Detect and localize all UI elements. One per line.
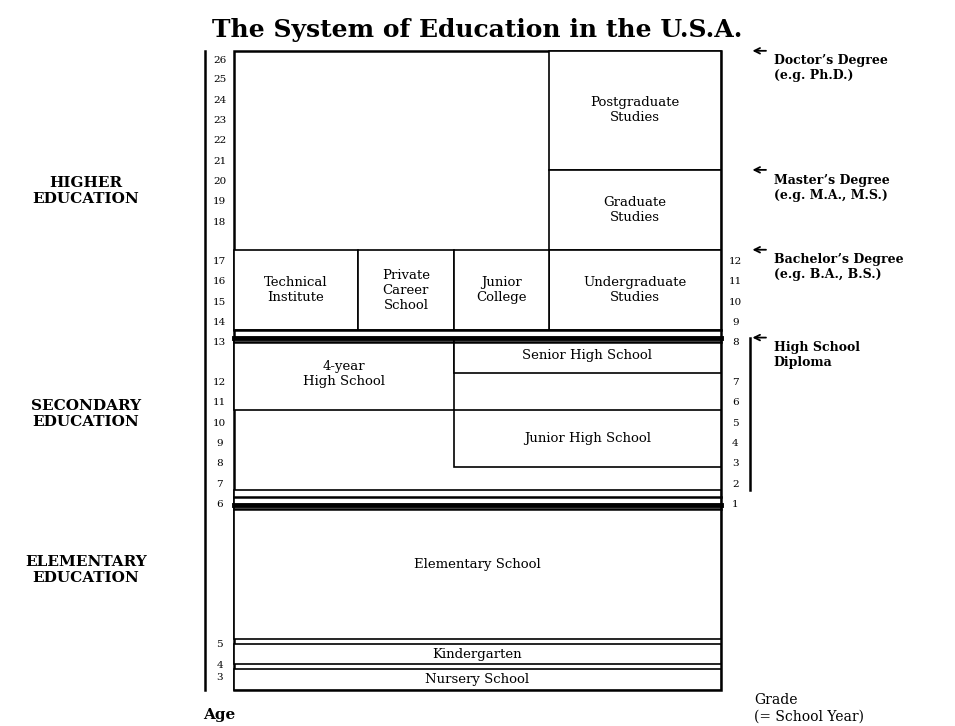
Text: Bachelor’s Degree
(e.g. B.A., B.S.): Bachelor’s Degree (e.g. B.A., B.S.) bbox=[774, 253, 903, 282]
Text: 26: 26 bbox=[213, 56, 226, 65]
Bar bbox=[234, 51, 721, 690]
Text: 11: 11 bbox=[729, 277, 742, 286]
Text: 13: 13 bbox=[213, 338, 226, 347]
Text: 12: 12 bbox=[729, 257, 742, 266]
Text: Junior
College: Junior College bbox=[477, 276, 526, 304]
Text: 12: 12 bbox=[213, 378, 226, 387]
Text: 8: 8 bbox=[732, 338, 738, 347]
Text: 11: 11 bbox=[213, 399, 226, 407]
Text: 18: 18 bbox=[213, 218, 226, 227]
Text: 10: 10 bbox=[729, 298, 742, 306]
Text: 7: 7 bbox=[217, 480, 223, 489]
Text: 6: 6 bbox=[217, 500, 223, 509]
Text: 24: 24 bbox=[213, 96, 226, 105]
Text: 4: 4 bbox=[217, 661, 223, 669]
Text: Graduate
Studies: Graduate Studies bbox=[604, 196, 667, 224]
Text: 8: 8 bbox=[217, 460, 223, 468]
Bar bbox=[358, 250, 454, 330]
Text: HIGHER
EDUCATION: HIGHER EDUCATION bbox=[32, 176, 139, 206]
Text: 15: 15 bbox=[213, 298, 226, 306]
Text: Elementary School: Elementary School bbox=[414, 558, 541, 571]
Text: Undergraduate
Studies: Undergraduate Studies bbox=[584, 276, 687, 304]
Text: Nursery School: Nursery School bbox=[425, 673, 530, 686]
Bar bbox=[454, 250, 549, 330]
Text: Private
Career
School: Private Career School bbox=[382, 269, 430, 311]
Text: 23: 23 bbox=[213, 116, 226, 125]
Text: The System of Education in the U.S.A.: The System of Education in the U.S.A. bbox=[212, 18, 743, 42]
Text: 9: 9 bbox=[217, 439, 223, 448]
Text: 21: 21 bbox=[213, 157, 226, 166]
Text: 3: 3 bbox=[732, 460, 738, 468]
Text: 19: 19 bbox=[213, 197, 226, 206]
Bar bbox=[454, 410, 721, 467]
Text: 25: 25 bbox=[213, 76, 226, 84]
Bar bbox=[234, 250, 358, 330]
Text: 1: 1 bbox=[732, 500, 738, 509]
Text: 5: 5 bbox=[217, 640, 223, 649]
Text: Doctor’s Degree
(e.g. Ph.D.): Doctor’s Degree (e.g. Ph.D.) bbox=[774, 54, 887, 83]
Bar bbox=[549, 250, 721, 330]
Text: 20: 20 bbox=[213, 177, 226, 186]
Text: 4-year
High School: 4-year High School bbox=[303, 360, 385, 388]
Text: 7: 7 bbox=[732, 378, 738, 387]
Text: 4: 4 bbox=[732, 439, 738, 448]
Text: 5: 5 bbox=[732, 419, 738, 428]
Bar bbox=[234, 669, 721, 690]
Bar bbox=[234, 490, 721, 639]
Text: Junior High School: Junior High School bbox=[524, 432, 650, 445]
Text: 6: 6 bbox=[732, 399, 738, 407]
Bar bbox=[234, 338, 454, 410]
Text: 17: 17 bbox=[213, 257, 226, 266]
Text: Grade
(= School Year): Grade (= School Year) bbox=[754, 693, 864, 724]
Text: Master’s Degree
(e.g. M.A., M.S.): Master’s Degree (e.g. M.A., M.S.) bbox=[774, 174, 889, 202]
Text: 22: 22 bbox=[213, 136, 226, 145]
Text: 16: 16 bbox=[213, 277, 226, 286]
Bar bbox=[549, 51, 721, 170]
Text: 9: 9 bbox=[732, 318, 738, 327]
Bar bbox=[454, 338, 721, 373]
Text: High School
Diploma: High School Diploma bbox=[774, 341, 860, 370]
Text: 2: 2 bbox=[732, 480, 738, 489]
Text: Technical
Institute: Technical Institute bbox=[265, 276, 328, 304]
Text: 14: 14 bbox=[213, 318, 226, 327]
Text: Kindergarten: Kindergarten bbox=[433, 648, 522, 661]
Bar bbox=[234, 644, 721, 664]
Bar bbox=[549, 170, 721, 250]
Text: Postgraduate
Studies: Postgraduate Studies bbox=[590, 97, 680, 124]
Text: ELEMENTARY
EDUCATION: ELEMENTARY EDUCATION bbox=[25, 555, 147, 585]
Text: SECONDARY
EDUCATION: SECONDARY EDUCATION bbox=[31, 399, 141, 429]
Text: Senior High School: Senior High School bbox=[522, 349, 652, 362]
Text: Age: Age bbox=[203, 708, 236, 722]
Text: 10: 10 bbox=[213, 419, 226, 428]
Text: 3: 3 bbox=[217, 673, 223, 682]
